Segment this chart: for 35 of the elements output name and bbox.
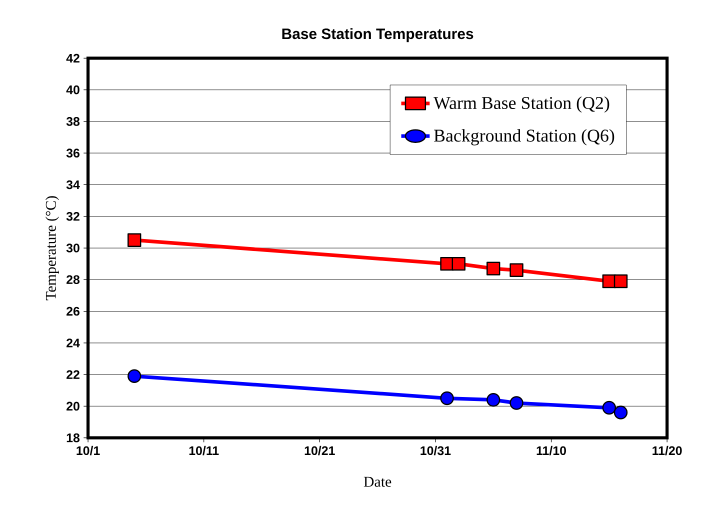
point <box>614 406 628 420</box>
y-tick-label: 20 <box>66 402 80 411</box>
y-tick-label: 40 <box>66 86 80 94</box>
x-tick-label: 11/20 <box>652 446 682 456</box>
x-tick-label: 10/1 <box>76 446 100 456</box>
y-tick-label: 24 <box>66 338 80 348</box>
x-tick-label: 11/10 <box>536 446 566 456</box>
point <box>128 233 142 248</box>
y-tick-label: 34 <box>66 180 80 190</box>
point <box>602 401 616 415</box>
y-tick-label: 30 <box>66 244 80 253</box>
chart-title: Base Station Temperatures <box>282 28 474 42</box>
point <box>452 257 466 271</box>
point <box>128 369 142 384</box>
y-tick-label: 26 <box>66 307 80 316</box>
x-tick-label: 10/21 <box>304 446 335 456</box>
y-axis-title: Temperature (°C) <box>45 196 59 300</box>
y-tick-label: 32 <box>66 212 80 221</box>
legend-label: Background Station (Q6) <box>434 129 614 146</box>
point <box>486 393 500 407</box>
x-tick-label: 10/11 <box>189 446 219 456</box>
point <box>486 262 500 276</box>
y-tick-label: 42 <box>66 54 80 63</box>
point <box>614 274 628 288</box>
y-tick-label: 18 <box>66 434 80 442</box>
point <box>510 396 524 410</box>
y-tick-label: 22 <box>66 370 80 380</box>
y-tick-label: 38 <box>66 117 80 126</box>
y-tick-label: 28 <box>66 275 80 284</box>
point <box>440 392 454 406</box>
x-axis-title: Date <box>364 477 392 487</box>
legend-label: Warm Base Station (Q2) <box>434 96 610 113</box>
y-tick-label: 36 <box>66 148 80 158</box>
point <box>510 263 524 278</box>
x-tick-label: 10/31 <box>420 446 451 456</box>
